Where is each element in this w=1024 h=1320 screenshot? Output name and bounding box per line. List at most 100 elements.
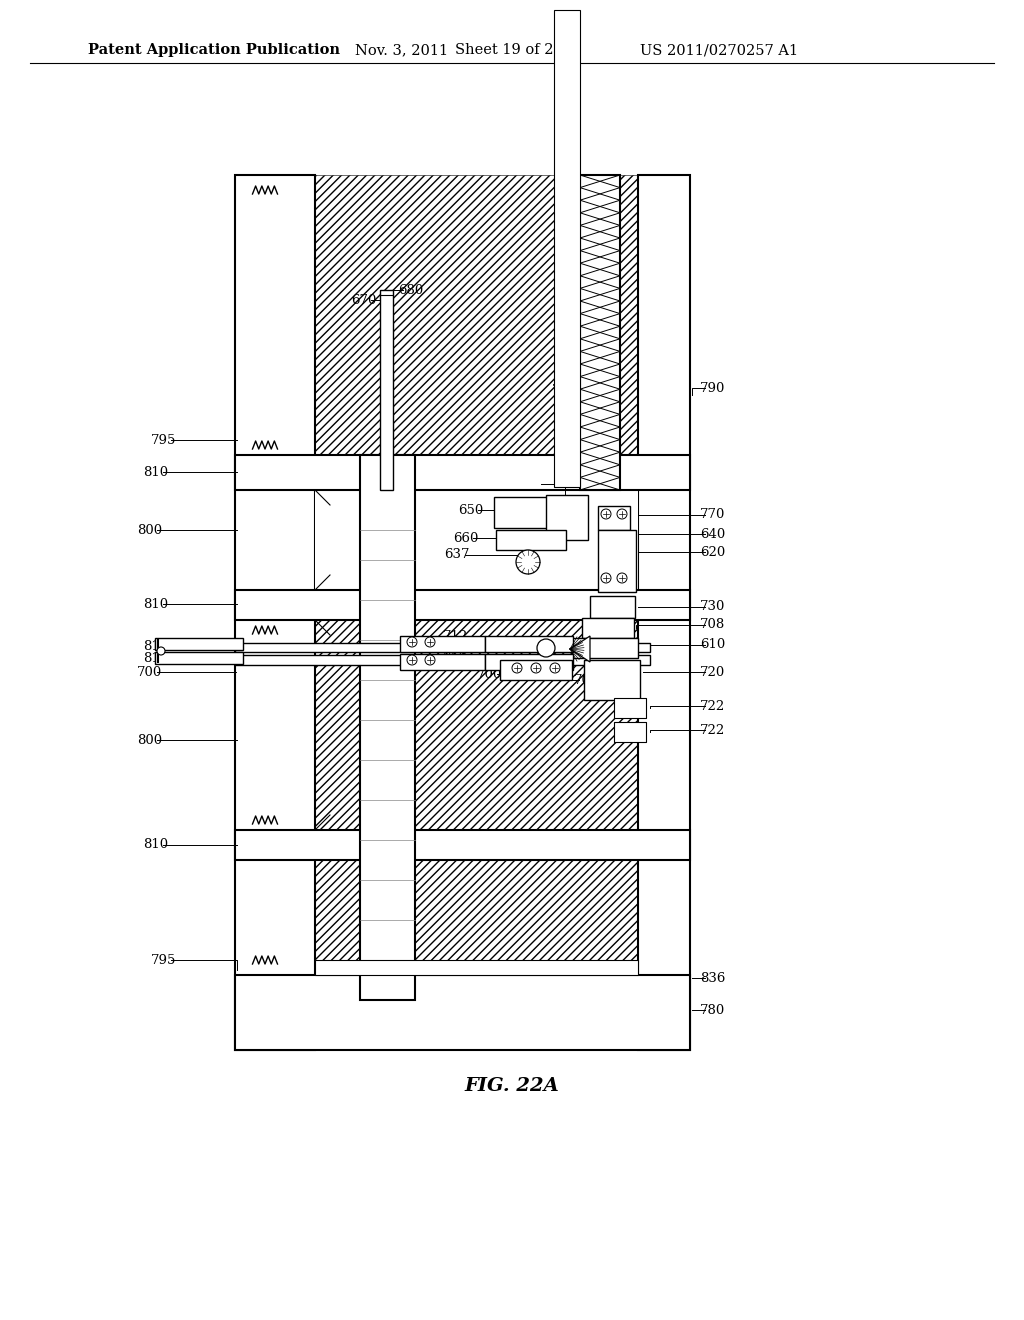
Bar bbox=[155, 652, 243, 664]
Text: 780: 780 bbox=[700, 1003, 725, 1016]
Text: 712: 712 bbox=[442, 652, 468, 664]
Text: 730: 730 bbox=[700, 601, 725, 614]
Circle shape bbox=[601, 573, 611, 583]
Bar bbox=[315, 620, 638, 830]
Text: 637: 637 bbox=[444, 549, 470, 561]
Text: 708: 708 bbox=[700, 619, 725, 631]
Bar bbox=[234, 590, 690, 620]
Bar bbox=[580, 176, 620, 490]
Bar bbox=[234, 975, 690, 1049]
Text: 712: 712 bbox=[442, 630, 468, 643]
Circle shape bbox=[617, 510, 627, 519]
Text: Sheet 19 of 22: Sheet 19 of 22 bbox=[455, 44, 563, 57]
Bar bbox=[315, 960, 638, 975]
Bar bbox=[234, 455, 690, 490]
Bar bbox=[590, 597, 635, 618]
Bar bbox=[638, 176, 690, 1049]
Bar bbox=[598, 506, 630, 531]
Text: 735: 735 bbox=[495, 636, 520, 649]
Bar bbox=[155, 638, 243, 649]
Bar bbox=[485, 636, 573, 652]
Text: 795: 795 bbox=[151, 433, 176, 446]
Bar bbox=[234, 176, 315, 1049]
Bar bbox=[315, 176, 638, 455]
Text: 640: 640 bbox=[700, 528, 725, 540]
Bar bbox=[234, 975, 690, 1049]
Bar bbox=[554, 11, 580, 487]
Circle shape bbox=[407, 655, 417, 665]
Bar bbox=[380, 290, 393, 490]
Bar bbox=[614, 698, 646, 718]
Text: 815: 815 bbox=[143, 640, 168, 653]
Bar bbox=[546, 495, 588, 540]
Text: 722: 722 bbox=[700, 700, 725, 713]
Text: 710: 710 bbox=[365, 630, 390, 643]
Text: 836: 836 bbox=[700, 972, 725, 985]
Bar bbox=[234, 830, 690, 861]
Text: 800: 800 bbox=[137, 734, 162, 747]
Text: 680: 680 bbox=[398, 284, 423, 297]
Circle shape bbox=[516, 550, 540, 574]
Text: 700: 700 bbox=[477, 668, 502, 681]
Bar bbox=[582, 618, 634, 638]
Circle shape bbox=[550, 663, 560, 673]
Bar bbox=[315, 490, 638, 590]
Text: Nov. 3, 2011: Nov. 3, 2011 bbox=[355, 44, 449, 57]
Circle shape bbox=[601, 510, 611, 519]
Bar bbox=[234, 655, 650, 665]
Bar bbox=[614, 722, 646, 742]
Bar bbox=[315, 861, 638, 975]
Circle shape bbox=[531, 663, 541, 673]
Text: 800: 800 bbox=[137, 524, 162, 536]
Bar bbox=[360, 455, 415, 1001]
Text: 709: 709 bbox=[574, 673, 599, 686]
Bar bbox=[584, 660, 640, 700]
Text: 670: 670 bbox=[350, 293, 376, 306]
Bar bbox=[234, 830, 690, 861]
Text: 810: 810 bbox=[143, 838, 168, 851]
Text: 810: 810 bbox=[143, 466, 168, 479]
Circle shape bbox=[537, 639, 555, 657]
Circle shape bbox=[425, 655, 435, 665]
Bar bbox=[234, 176, 315, 1049]
Text: 795: 795 bbox=[151, 953, 176, 966]
Text: 750: 750 bbox=[552, 384, 578, 396]
Bar bbox=[234, 455, 690, 490]
Polygon shape bbox=[570, 636, 590, 663]
Text: US 2011/0270257 A1: US 2011/0270257 A1 bbox=[640, 44, 798, 57]
Bar bbox=[614, 698, 646, 718]
Bar bbox=[485, 653, 573, 671]
Text: 650: 650 bbox=[458, 503, 483, 516]
Circle shape bbox=[617, 573, 627, 583]
Bar bbox=[638, 176, 690, 1049]
Bar bbox=[315, 176, 638, 975]
Bar bbox=[572, 638, 638, 657]
Text: 710: 710 bbox=[365, 652, 390, 664]
Bar bbox=[500, 660, 572, 680]
Text: 722: 722 bbox=[700, 723, 725, 737]
Circle shape bbox=[407, 638, 417, 647]
Bar bbox=[494, 498, 582, 528]
Text: 815: 815 bbox=[143, 652, 168, 664]
Circle shape bbox=[157, 647, 165, 655]
Text: 725: 725 bbox=[488, 961, 513, 974]
Text: 810: 810 bbox=[143, 598, 168, 610]
Bar bbox=[400, 653, 485, 671]
Circle shape bbox=[512, 663, 522, 673]
Bar bbox=[234, 590, 690, 620]
Bar bbox=[598, 531, 636, 591]
Text: 610: 610 bbox=[700, 639, 725, 652]
Bar bbox=[234, 643, 650, 652]
Text: Patent Application Publication: Patent Application Publication bbox=[88, 44, 340, 57]
Text: 660: 660 bbox=[453, 532, 478, 544]
Text: 770: 770 bbox=[700, 508, 725, 521]
Text: 740: 740 bbox=[521, 478, 546, 491]
Bar bbox=[614, 722, 646, 742]
Circle shape bbox=[425, 638, 435, 647]
Bar bbox=[496, 531, 566, 550]
Text: 700: 700 bbox=[137, 665, 162, 678]
Text: 790: 790 bbox=[700, 381, 725, 395]
Text: FIG. 22A: FIG. 22A bbox=[465, 1077, 559, 1096]
Text: 720: 720 bbox=[700, 665, 725, 678]
Text: 620: 620 bbox=[700, 545, 725, 558]
